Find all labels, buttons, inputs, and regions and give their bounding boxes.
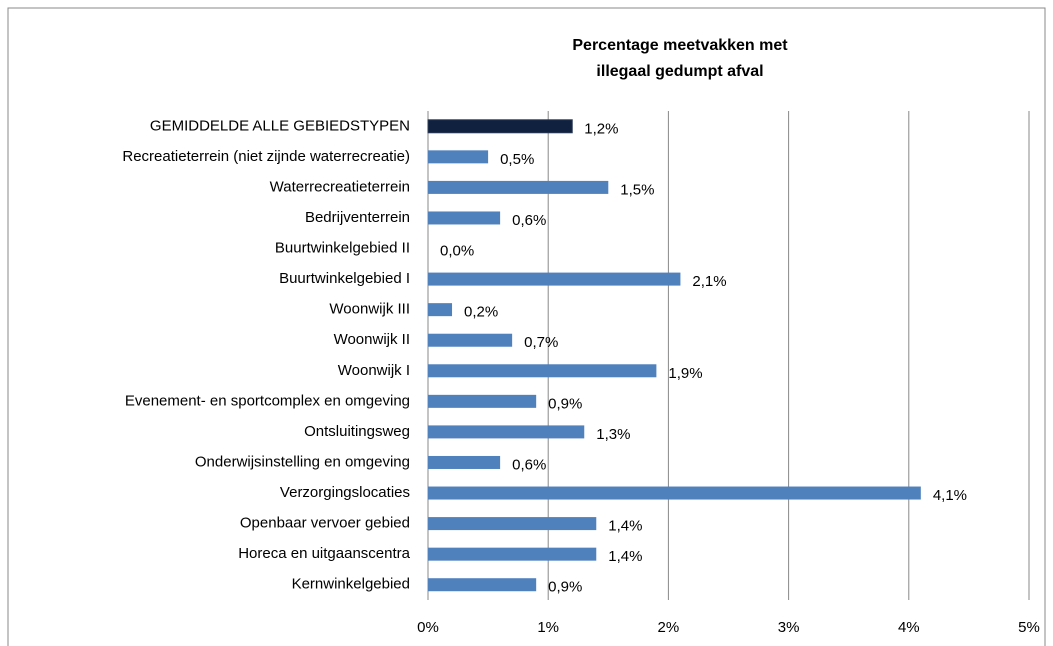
y-tick-label: Recreatieterrein (niet zijnde waterrecre…: [122, 148, 410, 165]
bar: [428, 333, 513, 347]
x-tick-label: 1%: [537, 619, 559, 636]
value-label: 1,3%: [596, 426, 630, 443]
x-tick-label: 3%: [778, 619, 800, 636]
value-label: 0,7%: [524, 334, 558, 351]
value-label: 0,0%: [440, 243, 474, 260]
bar: [428, 150, 489, 164]
value-label: 0,9%: [548, 579, 582, 596]
x-tick-label: 5%: [1018, 619, 1040, 636]
chart-title: Percentage meetvakken met: [572, 37, 788, 54]
bar: [428, 517, 597, 531]
chart-title: illegaal gedumpt afval: [596, 63, 763, 80]
bar: [428, 303, 453, 317]
value-label: 1,2%: [584, 120, 618, 137]
value-label: 4,1%: [933, 487, 967, 504]
value-label: 1,9%: [668, 365, 702, 382]
bar: [428, 211, 501, 225]
bar: [428, 180, 609, 194]
bar: [427, 119, 573, 134]
bar: [428, 425, 585, 439]
y-tick-label: Woonwijk I: [338, 362, 410, 379]
x-tick-label: 2%: [658, 619, 680, 636]
value-label: 1,4%: [608, 548, 642, 565]
y-tick-label: Horeca en uitgaanscentra: [238, 545, 410, 562]
bar: [428, 394, 537, 408]
y-tick-label: GEMIDDELDE ALLE GEBIEDSTYPEN: [150, 117, 410, 134]
value-label: 2,1%: [692, 273, 726, 290]
y-tick-label: Bedrijventerrein: [305, 209, 410, 226]
y-tick-label: Evenement- en sportcomplex en omgeving: [125, 392, 410, 409]
y-tick-label: Waterrecreatieterrein: [270, 178, 410, 195]
y-tick-label: Verzorgingslocaties: [280, 484, 410, 501]
bar: [428, 364, 657, 378]
bar: [428, 486, 921, 500]
x-tick-label: 4%: [898, 619, 920, 636]
chart-frame: [7, 7, 1046, 646]
y-tick-label: Kernwinkelgebied: [292, 576, 410, 593]
value-label: 0,6%: [512, 456, 546, 473]
value-label: 1,5%: [620, 181, 654, 198]
y-tick-label: Openbaar vervoer gebied: [240, 515, 410, 532]
value-label: 0,9%: [548, 395, 582, 412]
y-tick-label: Woonwijk III: [329, 301, 410, 318]
y-tick-label: Onderwijsinstelling en omgeving: [195, 453, 410, 470]
bar: [428, 547, 597, 561]
value-label: 0,2%: [464, 304, 498, 321]
x-tick-label: 0%: [417, 619, 439, 636]
y-tick-label: Ontsluitingsweg: [304, 423, 410, 440]
y-tick-label: Buurtwinkelgebied I: [279, 270, 410, 287]
y-tick-label: Buurtwinkelgebied II: [275, 240, 410, 257]
value-label: 0,6%: [512, 212, 546, 229]
value-label: 1,4%: [608, 518, 642, 535]
y-tick-label: Woonwijk II: [334, 331, 410, 348]
bar: [428, 455, 501, 469]
bar: [428, 578, 537, 592]
value-label: 0,5%: [500, 151, 534, 168]
bar: [428, 272, 681, 286]
